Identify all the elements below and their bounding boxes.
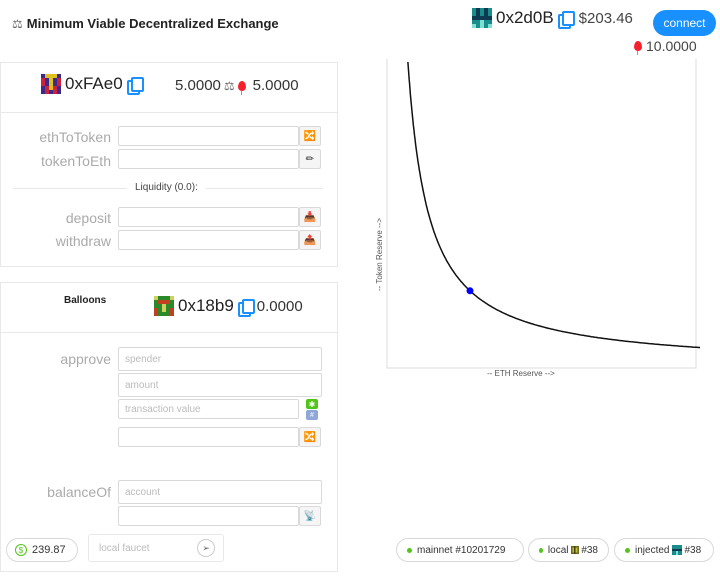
x-axis-label: -- ETH Reserve --> <box>487 369 555 378</box>
dex-copy-icon[interactable] <box>126 76 144 95</box>
status-dot <box>625 547 630 553</box>
token-card-header: Balloons 0x18b9 0.0000 <box>1 283 337 333</box>
account-display: 0x2d0B $203.46 <box>472 8 633 29</box>
token-to-eth-label: tokenToEth <box>40 153 111 169</box>
network-local-label: local <box>547 544 569 556</box>
account-address[interactable]: 0x2d0B <box>496 8 554 27</box>
injected-blockie-icon <box>672 545 683 555</box>
swap-icon: 🔀 <box>303 130 317 142</box>
dex-blockie-icon <box>41 74 61 94</box>
amount-input[interactable]: amount <box>118 373 322 397</box>
swap-eth-button[interactable]: 🔀 <box>299 126 321 146</box>
deposit-input[interactable] <box>118 207 299 227</box>
deposit-button[interactable]: 📥 <box>299 207 321 227</box>
approve-label: approve <box>60 351 111 367</box>
eth-to-token-input[interactable] <box>118 126 299 146</box>
deposit-icon: 📥 <box>303 211 317 223</box>
balloon-balance: 10.0000 <box>634 38 697 55</box>
status-dot <box>407 547 412 553</box>
asterisk-icon: ✱ <box>308 399 316 409</box>
pencil-icon: ✏ <box>305 153 315 165</box>
token-address[interactable]: 0x18b9 <box>178 296 234 315</box>
balloon-icon <box>634 41 642 55</box>
approve-send-button[interactable]: 🔀 <box>299 427 321 447</box>
token-blockie-icon <box>154 296 174 316</box>
withdraw-button[interactable]: 📤 <box>299 230 321 250</box>
swap-token-button[interactable]: ✏ <box>299 149 321 169</box>
account-blockie-icon <box>472 8 492 28</box>
dex-card-header: 0xFAe0 5.0000 ⚖ 5.0000 <box>1 63 337 113</box>
spender-placeholder: spender <box>125 353 162 365</box>
status-dot <box>539 547 543 553</box>
dex-eth-amount: 5.0000 <box>175 77 221 94</box>
deposit-label: deposit <box>65 210 111 226</box>
network-local-block: #38 <box>581 544 598 556</box>
token-copy-icon[interactable] <box>237 298 255 317</box>
dex-balloon-icon <box>237 80 246 95</box>
withdraw-label: withdraw <box>55 233 111 249</box>
query-icon: 📡 <box>303 510 317 522</box>
balance-of-button[interactable]: 📡 <box>299 506 321 526</box>
network-injected-block: #38 <box>684 544 702 556</box>
connect-button[interactable]: connect <box>653 10 716 36</box>
account-placeholder: account <box>125 486 161 498</box>
send-tx-icon: 🔀 <box>303 431 317 443</box>
network-injected-label: injected <box>635 544 670 556</box>
y-axis-label: -- Token Reserve --> <box>375 218 384 291</box>
copy-icon[interactable] <box>557 10 575 29</box>
hash-icon: # <box>310 411 314 419</box>
usd-balance: $203.46 <box>578 9 633 27</box>
approve-extra-input[interactable] <box>118 427 299 447</box>
send-icon[interactable]: ➢ <box>197 539 215 557</box>
amount-placeholder: amount <box>125 379 159 391</box>
network-injected[interactable]: injected #38 <box>614 538 714 562</box>
eth-price: 239.87 <box>32 544 66 556</box>
tx-value-input[interactable]: transaction value <box>118 399 299 419</box>
token-card-title: Balloons <box>64 295 107 306</box>
current-price-point[interactable] <box>466 287 474 295</box>
network-mainnet-label: mainnet #10201729 <box>417 544 506 556</box>
app-title: ⚖ Minimum Viable Decentralized Exchange <box>12 16 279 31</box>
scale-icon: ⚖ <box>12 16 23 31</box>
spender-input[interactable]: spender <box>118 347 322 371</box>
multiply-button[interactable]: ✱ <box>306 399 318 409</box>
dex-address[interactable]: 0xFAe0 <box>65 74 123 93</box>
eth-to-token-label: ethToToken <box>39 129 111 145</box>
dollar-icon: $ <box>15 544 27 556</box>
balance-of-result <box>118 506 299 526</box>
account-input[interactable]: account <box>118 480 322 504</box>
app-title-text: Minimum Viable Decentralized Exchange <box>26 16 279 31</box>
dex-card: 0xFAe0 5.0000 ⚖ 5.0000 ethToToken 🔀 toke… <box>0 62 338 267</box>
tx-value-placeholder: transaction value <box>125 403 201 415</box>
bonding-curve-chart: -- ETH Reserve --> -- Token Reserve --> <box>375 59 700 378</box>
withdraw-icon: 📤 <box>303 234 317 246</box>
dex-scale-icon: ⚖ <box>223 78 235 93</box>
withdraw-input[interactable] <box>118 230 299 250</box>
hash-button[interactable]: # <box>306 410 318 420</box>
token-to-eth-input[interactable] <box>118 149 299 169</box>
balloon-balance-value: 10.0000 <box>646 38 697 54</box>
local-faucet: local faucet ➢ <box>88 534 224 562</box>
token-balance: 0.0000 <box>256 297 303 315</box>
eth-price-pill[interactable]: $ 239.87 <box>6 538 78 562</box>
liquidity-label: Liquidity (0.0): <box>127 182 206 193</box>
network-mainnet[interactable]: mainnet #10201729 <box>396 538 524 562</box>
chart-frame <box>386 59 697 369</box>
local-blockie-icon <box>571 546 580 554</box>
faucet-input[interactable]: local faucet <box>99 542 150 554</box>
network-local[interactable]: local #38 <box>528 538 609 562</box>
token-card: Balloons 0x18b9 0.0000 approve spender a… <box>0 282 338 572</box>
curve-line <box>407 61 700 349</box>
balance-of-label: balanceOf <box>47 484 111 500</box>
dex-token-amount: 5.0000 <box>252 77 299 94</box>
